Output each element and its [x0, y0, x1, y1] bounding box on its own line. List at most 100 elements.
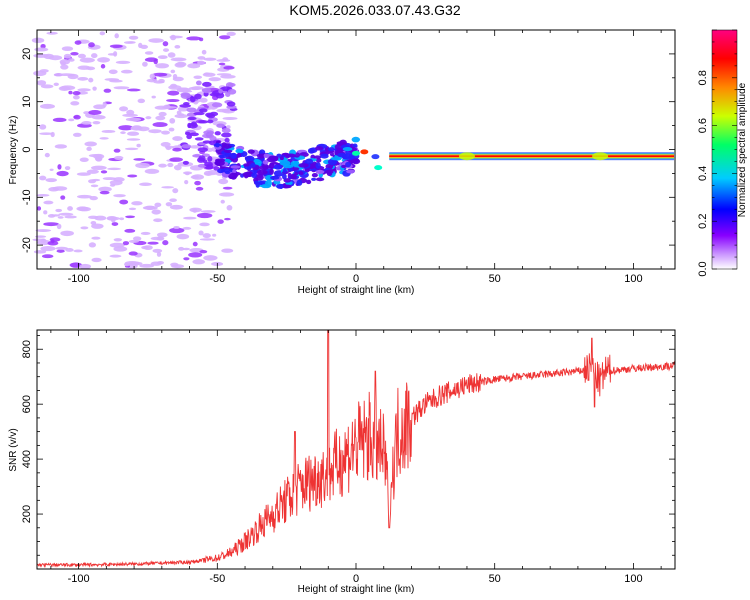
- noise-blob: [79, 263, 92, 270]
- noise-blob: [200, 210, 216, 213]
- noise-blob: [90, 165, 107, 170]
- noise-blob: [140, 231, 151, 236]
- snr-y-ticks: 200 400 600 800: [21, 335, 675, 556]
- signal-blob: [315, 158, 322, 163]
- noise-blob: [203, 172, 218, 176]
- noise-blob: [100, 64, 106, 69]
- noise-blob: [124, 147, 139, 151]
- noise-blob: [39, 69, 49, 73]
- noise-blob: [207, 119, 214, 124]
- noise-blob: [104, 78, 120, 81]
- noise-blob: [64, 166, 71, 171]
- noise-blob: [128, 207, 137, 211]
- noise-blob: [226, 125, 231, 129]
- noise-blob: [224, 137, 230, 143]
- signal-blob: [371, 154, 380, 160]
- signal-blob: [315, 177, 325, 182]
- noise-blob: [68, 118, 75, 122]
- spectrogram-x-label: Height of straight line (km): [298, 285, 415, 296]
- noise-blob: [73, 114, 81, 120]
- noise-blob: [192, 241, 198, 247]
- y-tick-label: -20: [21, 237, 33, 253]
- noise-blob: [76, 206, 89, 212]
- noise-blob: [37, 206, 42, 211]
- noise-blob: [81, 121, 92, 125]
- noise-blob: [176, 233, 190, 240]
- noise-blob: [54, 144, 67, 149]
- noise-blob: [126, 88, 141, 92]
- noise-blob: [190, 175, 199, 179]
- signal-blob: [374, 165, 383, 171]
- noise-blob: [84, 141, 97, 147]
- noise-blob: [203, 255, 218, 261]
- noise-blob: [93, 104, 106, 110]
- noise-blob: [113, 148, 121, 153]
- noise-blob: [91, 223, 104, 229]
- noise-blob: [115, 60, 131, 64]
- noise-blob: [184, 131, 191, 136]
- spectrogram-ridge: [389, 152, 674, 161]
- noise-blob: [80, 226, 89, 230]
- noise-blob: [58, 212, 74, 216]
- noise-blob: [68, 58, 75, 62]
- noise-blob: [226, 205, 233, 211]
- noise-blob: [133, 158, 146, 161]
- signal-blob: [351, 158, 361, 165]
- noise-blob: [43, 200, 54, 205]
- colorbar: 0.0 0.2 0.4 0.6 0.8 Normalized spectral ampl…: [697, 29, 748, 277]
- colorbar-tick-label: 0.2: [697, 214, 709, 229]
- noise-blob: [91, 178, 101, 182]
- noise-blob: [173, 164, 182, 171]
- noise-blob: [49, 168, 54, 171]
- noise-blob: [86, 169, 99, 174]
- signal-blob: [360, 149, 369, 155]
- noise-blob: [39, 132, 54, 136]
- noise-blob: [88, 77, 94, 83]
- signal-blob: [217, 168, 225, 174]
- noise-blob: [190, 121, 197, 127]
- colorbar-ticks: 0.0 0.2 0.4 0.6 0.8: [697, 29, 737, 277]
- signal-blob: [247, 149, 255, 154]
- snr-x-ticks: -100 -50 0 50 100: [50, 330, 662, 585]
- noise-blob: [56, 223, 62, 230]
- noise-blob: [199, 238, 215, 241]
- noise-blob: [69, 262, 83, 268]
- noise-blob: [55, 246, 69, 250]
- noise-blob: [154, 105, 169, 110]
- signal-blob: [285, 153, 296, 158]
- noise-blob: [182, 160, 189, 165]
- signal-blob: [250, 162, 256, 168]
- noise-blob: [223, 65, 235, 70]
- noise-blob: [198, 155, 206, 162]
- noise-blob: [136, 143, 141, 148]
- noise-blob: [205, 112, 214, 118]
- noise-blob: [72, 90, 81, 96]
- x-tick-label: 100: [624, 573, 642, 585]
- noise-blob: [192, 208, 198, 213]
- noise-blob: [180, 90, 193, 93]
- noise-blob: [48, 187, 60, 192]
- noise-blob: [70, 51, 79, 56]
- noise-blob: [142, 205, 158, 210]
- noise-blob: [131, 201, 143, 206]
- noise-blob: [70, 101, 80, 106]
- noise-blob: [77, 88, 91, 92]
- colorbar-tick-label: 0.0: [697, 261, 709, 276]
- signal-blob: [346, 169, 355, 174]
- noise-blob: [35, 235, 47, 238]
- signal-blob: [214, 142, 220, 148]
- noise-blob: [91, 53, 98, 59]
- noise-blob: [149, 73, 156, 80]
- noise-blob: [107, 53, 117, 56]
- noise-blob: [109, 44, 123, 48]
- noise-blob: [174, 45, 181, 49]
- noise-blob: [79, 57, 95, 63]
- noise-blob: [195, 186, 204, 191]
- x-tick-label: 100: [624, 273, 642, 285]
- x-tick-label: 50: [489, 273, 501, 285]
- noise-blob: [216, 123, 225, 128]
- noise-blob: [221, 128, 231, 133]
- noise-blob: [152, 72, 168, 77]
- noise-blob: [170, 262, 179, 267]
- noise-blob: [35, 229, 52, 232]
